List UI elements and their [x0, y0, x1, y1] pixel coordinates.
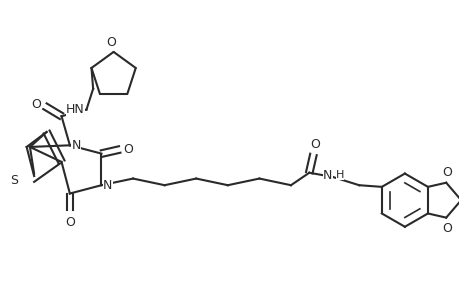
Text: N: N	[323, 169, 332, 182]
Text: S: S	[10, 174, 18, 187]
Text: O: O	[31, 98, 41, 111]
Text: O: O	[309, 138, 319, 151]
Text: O: O	[65, 216, 75, 229]
Text: O: O	[441, 222, 451, 235]
Text: HN: HN	[66, 103, 84, 116]
Text: N: N	[71, 139, 81, 152]
Text: N: N	[103, 179, 112, 192]
Text: H: H	[335, 170, 343, 180]
Text: O: O	[106, 36, 116, 49]
Text: O: O	[123, 143, 133, 156]
Text: O: O	[441, 166, 451, 178]
